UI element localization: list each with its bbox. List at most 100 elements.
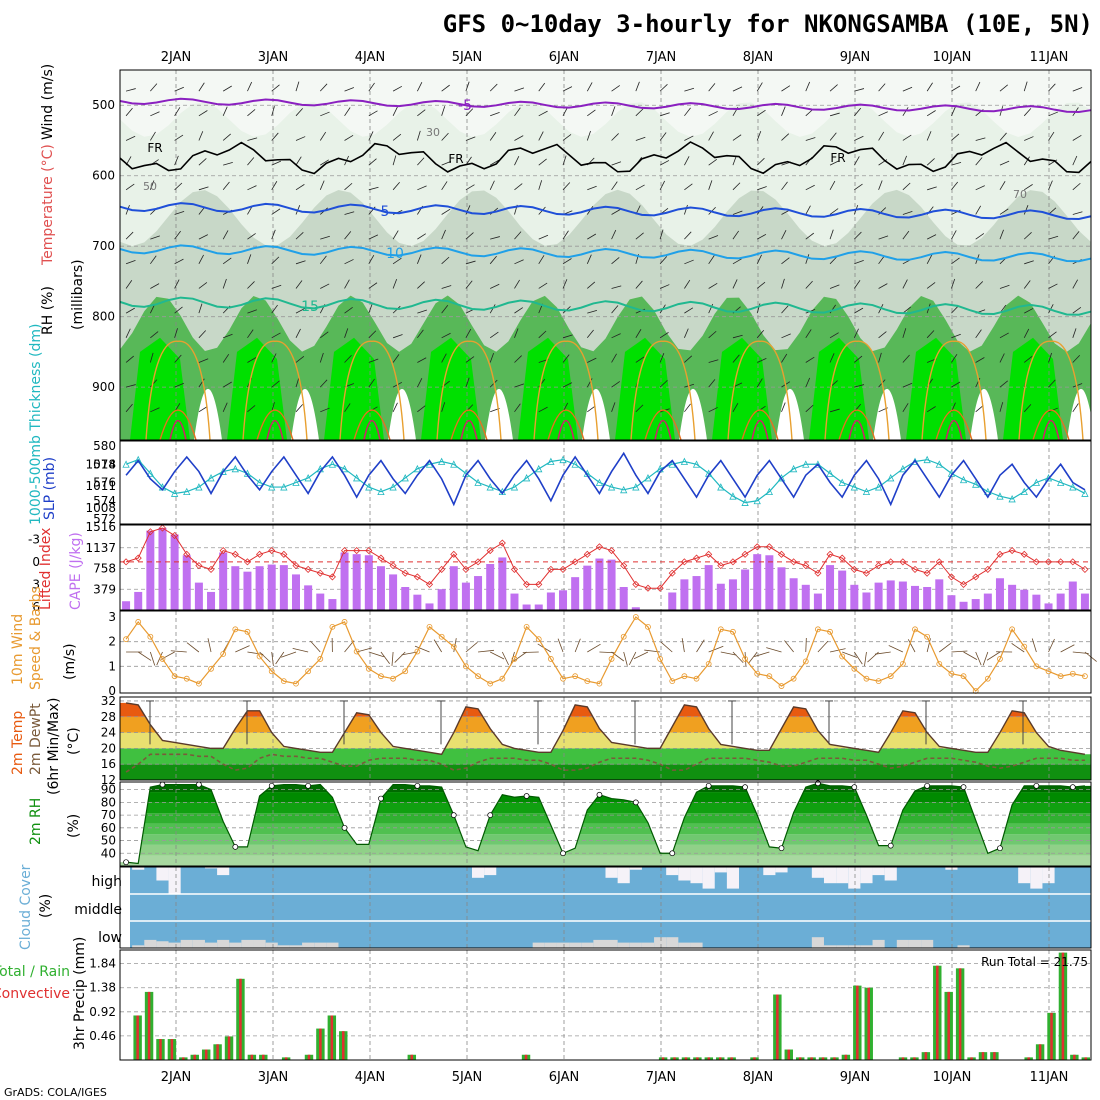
li-point bbox=[474, 558, 482, 566]
li-point bbox=[256, 550, 264, 558]
wind-barb bbox=[732, 354, 740, 363]
precip-conv-bar bbox=[787, 1049, 791, 1060]
li-point bbox=[547, 565, 555, 573]
wind-barb bbox=[951, 305, 959, 314]
isotherm-line bbox=[119, 244, 1092, 263]
wind-barb bbox=[926, 234, 937, 240]
wind-barb bbox=[247, 185, 257, 191]
isotherm-20-line bbox=[1018, 340, 1084, 441]
wind-barb bbox=[611, 353, 617, 363]
cape-bar bbox=[170, 534, 179, 610]
cloud-low-bar bbox=[629, 942, 642, 948]
cape-tick: 1137 bbox=[85, 541, 116, 555]
wind10-point bbox=[681, 673, 688, 680]
wind10-point bbox=[717, 626, 724, 633]
li-point bbox=[219, 547, 227, 555]
temp-frame bbox=[119, 696, 1092, 781]
precip-conv-bar bbox=[718, 1057, 722, 1060]
thickness-tick: 576 bbox=[93, 476, 116, 490]
rh-point bbox=[742, 784, 748, 790]
wind-barb bbox=[732, 210, 743, 215]
cloud-high-bar bbox=[775, 867, 788, 873]
cloud-high-bar bbox=[217, 867, 230, 876]
wind-barb bbox=[125, 307, 135, 314]
wind-barb bbox=[684, 231, 692, 240]
wind-barb bbox=[441, 256, 450, 265]
wind-barb bbox=[732, 182, 741, 191]
rh-band-90 bbox=[421, 337, 481, 440]
wind-barb bbox=[368, 158, 377, 166]
wind-barb bbox=[198, 82, 205, 92]
wind10-barb bbox=[623, 651, 628, 666]
wind-barb bbox=[417, 309, 428, 314]
wind-barb bbox=[295, 232, 304, 240]
wind10-point bbox=[183, 675, 190, 682]
wind10-point bbox=[171, 673, 178, 680]
isotherm-30-line bbox=[266, 419, 284, 441]
precip-conv-bar bbox=[284, 1057, 288, 1060]
rh2m-label-1: 2m RH bbox=[28, 798, 44, 845]
wind-barb bbox=[295, 328, 301, 338]
wind-barb bbox=[635, 136, 646, 141]
cape-bar bbox=[352, 554, 361, 610]
cape-bar bbox=[1080, 593, 1089, 610]
isotherm-20-line bbox=[727, 340, 793, 441]
wind10-barb bbox=[784, 640, 794, 653]
cloud-low-bar bbox=[132, 945, 145, 948]
wind-barb bbox=[392, 133, 402, 141]
wind-barb bbox=[902, 107, 909, 117]
cloud-high-bar bbox=[1018, 867, 1031, 884]
cape-bar bbox=[680, 579, 689, 610]
wind-barb bbox=[150, 235, 160, 240]
cloud-low-label: low bbox=[98, 930, 122, 946]
li-point bbox=[620, 562, 628, 570]
wind-barb bbox=[174, 279, 180, 289]
wind-barb bbox=[320, 111, 330, 117]
wind-barb bbox=[951, 133, 960, 141]
rh-tick: 90 bbox=[101, 783, 116, 797]
wind-barb bbox=[635, 404, 644, 413]
cloud-cover-panel bbox=[119, 866, 1092, 949]
wind10-point bbox=[584, 678, 591, 685]
wind-barb bbox=[1072, 134, 1082, 141]
wind-barb bbox=[247, 254, 252, 264]
wind-barb bbox=[514, 383, 525, 388]
wind-barb bbox=[150, 379, 158, 388]
wind-barb bbox=[951, 181, 959, 191]
wind10-barb bbox=[310, 640, 321, 653]
wind-barb bbox=[659, 112, 670, 117]
wind10-point bbox=[875, 678, 882, 685]
cloud-low-bar bbox=[180, 939, 193, 948]
wind-barb bbox=[878, 235, 889, 240]
wind-barb bbox=[368, 186, 379, 191]
isotherm-30-line bbox=[654, 419, 672, 441]
wind-barb bbox=[223, 162, 233, 166]
wind10-barb bbox=[433, 639, 442, 653]
wind10-barb bbox=[986, 651, 1001, 661]
date-label: 5JAN bbox=[452, 1070, 483, 1085]
wind-barb bbox=[441, 208, 451, 215]
rh2m-label-2: (%) bbox=[66, 814, 82, 838]
precip-conv-bar bbox=[239, 978, 242, 1060]
precip-tick: 1.84 bbox=[89, 957, 116, 971]
wind-barb bbox=[222, 353, 230, 363]
wind-barb bbox=[684, 183, 693, 191]
wind-barb bbox=[1023, 356, 1033, 363]
cloud-low-bar bbox=[593, 939, 606, 948]
li-point bbox=[632, 580, 640, 588]
wind-barb bbox=[295, 156, 302, 166]
wind-barb bbox=[247, 405, 256, 413]
rh-point bbox=[596, 791, 603, 798]
wind-barb bbox=[1072, 279, 1078, 289]
cape-bar bbox=[850, 584, 859, 610]
wind-barb bbox=[975, 157, 983, 166]
rh-point bbox=[997, 845, 1003, 852]
wind-barb bbox=[125, 355, 134, 363]
wind10-point bbox=[123, 636, 129, 643]
wind10-barb bbox=[281, 651, 297, 658]
wind10-point bbox=[547, 656, 554, 662]
precip-conv-bar bbox=[913, 1057, 916, 1060]
wind-barb bbox=[975, 81, 981, 92]
cloud-low-bar bbox=[192, 939, 205, 948]
